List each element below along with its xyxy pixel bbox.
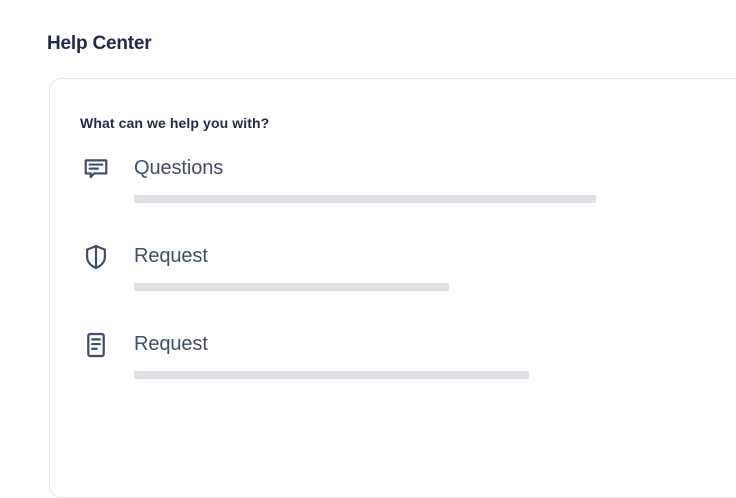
topic-skeleton-bar [134, 371, 529, 379]
topic-label: Request [134, 245, 208, 267]
card-heading: What can we help you with? [80, 115, 270, 131]
help-center-card: What can we help you with? Questions [49, 78, 736, 498]
topic-skeleton-bar [134, 283, 449, 291]
topic-row-request-document[interactable]: Request [50, 331, 736, 419]
topic-label: Request [134, 333, 208, 355]
topic-skeleton-bar [134, 195, 596, 203]
document-icon [82, 331, 110, 359]
chat-bubble-icon [82, 155, 110, 183]
topic-label: Questions [134, 157, 224, 179]
shield-icon [82, 243, 110, 271]
topic-row-request-shield[interactable]: Request [50, 243, 736, 331]
topic-list: Questions Request [50, 155, 736, 419]
page-title: Help Center [47, 33, 152, 54]
topic-row-questions[interactable]: Questions [50, 155, 736, 243]
